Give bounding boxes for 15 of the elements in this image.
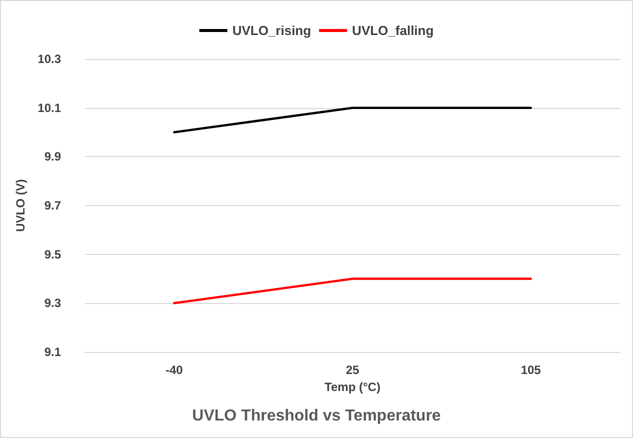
text: UVLO Threshold vs Temperature (192, 408, 441, 424)
x-tick-label: 25 (346, 363, 360, 377)
y-tick-label: 10.3 (38, 52, 62, 66)
y-tick-label: 9.1 (44, 345, 62, 359)
legend-label: UVLO_falling (352, 23, 434, 38)
y-tick-label: 9.3 (44, 296, 62, 310)
y-tick-label: 9.9 (44, 150, 62, 164)
y-tick-label: 9.5 (44, 247, 62, 262)
x-tick-label: -40 (165, 363, 184, 377)
y-tick-label: 9.7 (44, 198, 62, 212)
legend-label: UVLO_rising (232, 23, 312, 38)
y-tick-label: 10.1 (38, 100, 62, 115)
y-axis-title: UVLO (V) (14, 179, 28, 232)
x-tick-label: 105 (520, 363, 542, 377)
x-axis-title: Temp (°C) (324, 380, 380, 394)
